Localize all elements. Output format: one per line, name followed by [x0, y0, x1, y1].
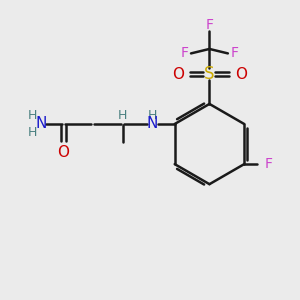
- Text: H: H: [118, 109, 128, 122]
- Text: S: S: [204, 65, 215, 83]
- Text: H: H: [148, 109, 157, 122]
- Text: N: N: [147, 116, 158, 131]
- Text: N: N: [35, 116, 46, 131]
- Text: F: F: [265, 157, 273, 171]
- Text: O: O: [172, 67, 184, 82]
- Text: O: O: [235, 67, 247, 82]
- Text: O: O: [57, 145, 69, 160]
- Text: F: F: [206, 18, 213, 32]
- Text: F: F: [230, 46, 238, 60]
- Text: H: H: [28, 126, 37, 139]
- Text: F: F: [181, 46, 188, 60]
- Text: H: H: [28, 109, 37, 122]
